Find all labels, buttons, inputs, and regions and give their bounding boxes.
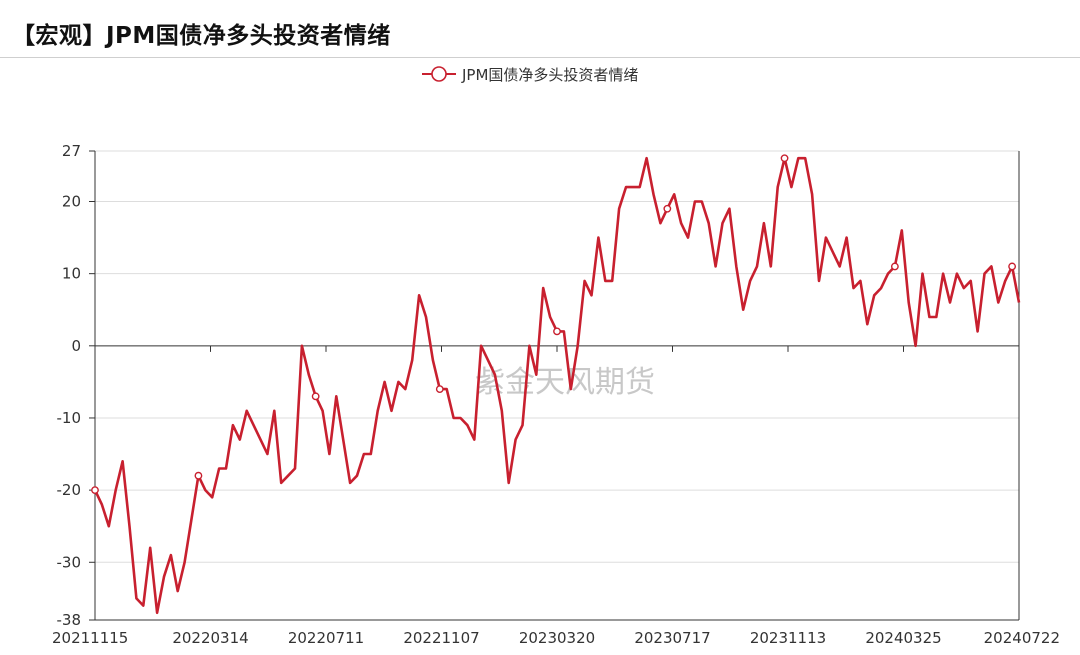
header: 【宏观】JPM国债净多头投资者情绪 [0,0,1080,58]
page-title: 【宏观】JPM国债净多头投资者情绪 [12,23,391,49]
series-point-marker [194,471,203,480]
header-divider [0,57,1080,58]
x-tick-label: 20240325 [865,629,941,647]
legend-line-circle-icon [422,66,456,82]
series-point-marker [890,262,899,271]
y-tick-label: -20 [57,481,82,499]
x-tick-label: 20230717 [634,629,710,647]
series-point-marker [553,327,561,336]
series-point-marker [1008,262,1017,271]
chart-legend[interactable]: JPM国债净多头投资者情绪 [420,62,638,86]
series-point-marker [780,154,789,163]
grid-lines [95,150,1019,621]
watermark-text: 紫金天风期货 [475,365,655,400]
x-tick-label: 20231113 [750,629,826,647]
y-tick-label: 10 [62,265,81,283]
legend-series-label: JPM国债净多头投资者情绪 [462,65,639,84]
series-markers [91,154,1017,495]
y-tick-label: 20 [62,193,81,211]
y-tick-label: -30 [57,553,82,571]
y-tick-label: -38 [57,611,82,629]
series-point-marker [435,385,444,394]
series-point-marker [91,486,99,495]
x-axis-tick-labels: 20211115 20220314 20220711 20221107 20230320… [52,629,1060,647]
series-point-marker [311,392,320,401]
x-tick-label: 20211115 [52,629,128,647]
x-tick-label: 20220711 [288,629,364,647]
x-tick-label: 20220314 [172,629,248,647]
y-tick-label: 0 [71,337,81,355]
y-tick-label: -10 [57,409,82,427]
y-axis-tick-labels: 27 20 10 0 -10 -20 -30 -38 [57,142,82,629]
x-tick-label: 20230320 [519,629,595,647]
axes [89,150,1020,621]
y-tick-label: 27 [62,142,81,160]
x-tick-label: 20221107 [403,629,479,647]
series-point-marker [663,204,672,213]
x-tick-label: 20240722 [984,629,1060,647]
